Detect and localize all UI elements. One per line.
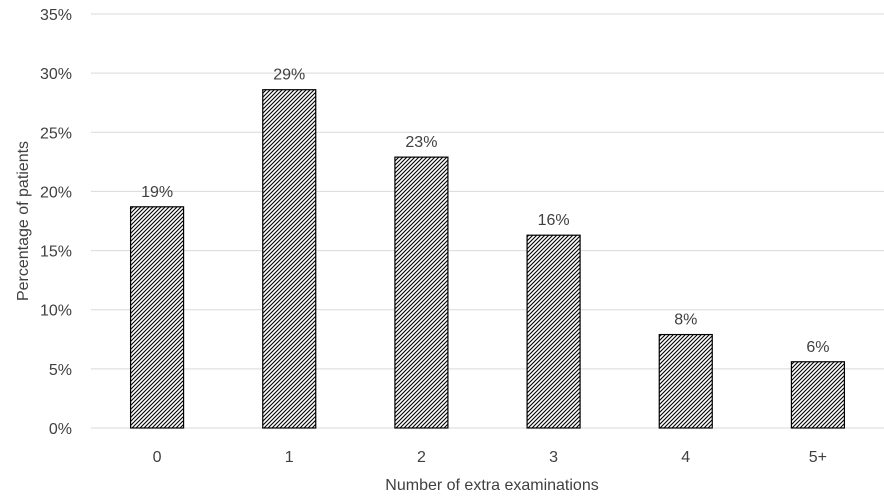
x-tick-label: 3 [549,449,558,466]
gridlines [91,13,884,429]
y-tick-label: 20% [40,184,72,201]
bar-4 [658,333,713,429]
bar-2 [394,156,449,429]
data-label: 23% [405,134,437,151]
data-label: 29% [273,67,305,84]
data-label: 16% [538,212,570,229]
x-axis-ticks: 0 1 2 3 4 5+ [153,449,827,466]
y-tick-label: 25% [40,125,72,142]
bar-1 [262,89,317,429]
data-label: 19% [141,184,173,201]
y-tick-label: 15% [40,244,72,261]
x-tick-label: 2 [417,449,426,466]
bars [129,89,846,429]
data-label: 8% [674,312,697,329]
x-tick-label: 1 [285,449,294,466]
data-label: 6% [806,339,829,356]
y-tick-label: 0% [49,421,72,438]
y-tick-label: 5% [49,362,72,379]
y-axis-ticks: 0% 5% 10% 15% 20% 25% 30% 35% [40,7,72,438]
bar-5+ [790,361,846,429]
x-axis-title: Number of extra examinations [385,477,598,494]
y-tick-label: 30% [40,66,72,83]
y-axis-title: Percentage of patients [15,141,32,301]
x-tick-label: 4 [681,449,690,466]
y-tick-label: 10% [40,303,72,320]
x-tick-label: 0 [153,449,162,466]
data-labels: 19% 29% 23% 16% 8% 6% [141,67,829,356]
bar-0 [129,206,185,429]
y-tick-label: 35% [40,7,72,24]
x-tick-label: 5+ [809,449,827,466]
bar-3 [526,234,581,429]
